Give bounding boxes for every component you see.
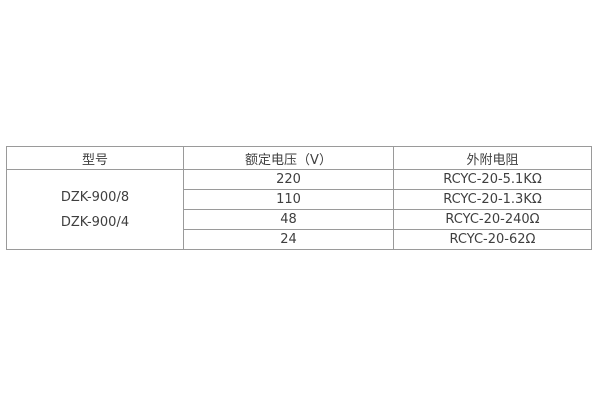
table-header-row: 型号 额定电压（V） 外附电阻 bbox=[6, 146, 592, 170]
header-voltage: 额定电压（V） bbox=[183, 146, 394, 170]
resistance-cell: RCYC-20-5.1KΩ bbox=[393, 169, 592, 190]
voltage-cell: 24 bbox=[183, 229, 394, 250]
table-row: 48 RCYC-20-240Ω bbox=[7, 209, 592, 230]
resistance-cell: RCYC-20-62Ω bbox=[393, 229, 592, 250]
model-name: DZK-900/4 bbox=[60, 214, 130, 230]
table-row: DZK-900/8 DZK-900/4 220 RCYC-20-5.1KΩ bbox=[6, 169, 592, 250]
spec-table: 型号 额定电压（V） 外附电阻 DZK-900/8 DZK-900/4 220 … bbox=[6, 146, 592, 250]
resistance-cell: RCYC-20-240Ω bbox=[393, 209, 592, 230]
table-row: 110 RCYC-20-1.3KΩ bbox=[7, 189, 592, 210]
resistance-cell: RCYC-20-1.3KΩ bbox=[393, 189, 592, 210]
voltage-cell: 110 bbox=[183, 189, 394, 210]
voltage-cell: 48 bbox=[183, 209, 394, 230]
header-resistance: 外附电阻 bbox=[393, 146, 592, 170]
table-row: 24 RCYC-20-62Ω bbox=[7, 229, 592, 250]
model-cell: DZK-900/8 DZK-900/4 bbox=[6, 169, 184, 250]
header-model: 型号 bbox=[6, 146, 184, 170]
voltage-cell: 220 bbox=[183, 169, 394, 190]
model-name: DZK-900/8 bbox=[60, 189, 130, 205]
